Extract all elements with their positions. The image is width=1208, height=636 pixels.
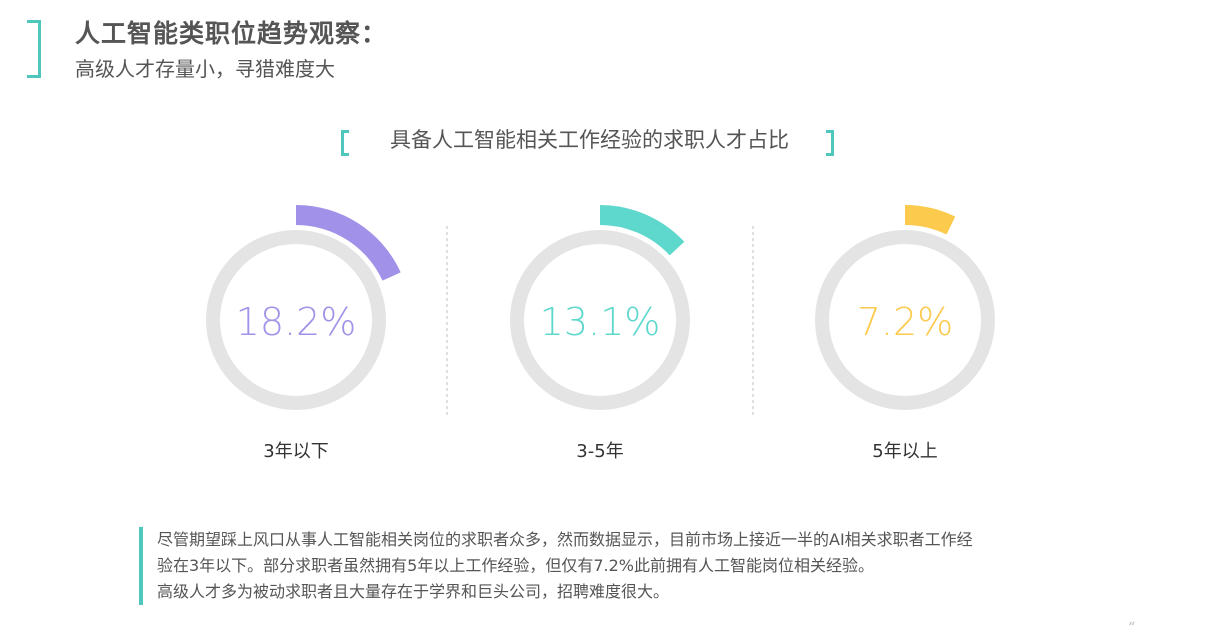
donut-track-2 <box>510 230 690 410</box>
category-label-2: 3-5年 <box>576 441 624 462</box>
donut-value-segment-3 <box>905 205 956 235</box>
donut-track-1 <box>206 230 386 410</box>
right-bracket-icon <box>826 130 834 156</box>
category-label-3: 5年以上 <box>872 441 938 462</box>
note-line-2: 验在3年以下。部分求职者虽然拥有5年以上工作经验，但仅有7.2%此前拥有人工智能… <box>157 556 875 575</box>
quote-mark-icon: “ <box>1128 620 1136 636</box>
chart-title: 具备人工智能相关工作经验的求职人才占比 <box>390 128 789 152</box>
left-bracket-icon <box>341 130 349 156</box>
page-title: 人工智能类职位趋势观察： <box>75 19 388 48</box>
donut-track-3 <box>815 230 995 410</box>
header-bracket-icon <box>27 20 41 78</box>
percent-label-3: 7.2% <box>856 300 954 344</box>
category-label-1: 3年以下 <box>263 441 329 462</box>
donut-value-segment-1 <box>296 205 401 281</box>
percent-label-1: 18.2% <box>235 300 357 344</box>
percent-label-2: 13.1% <box>539 300 661 344</box>
note-line-3: 高级人才多为被动求职者且大量存在于学界和巨头公司，招聘难度很大。 <box>157 582 670 601</box>
page-subtitle: 高级人才存量小，寻猎难度大 <box>75 57 335 81</box>
chart-title-group: 具备人工智能相关工作经验的求职人才占比 <box>0 122 1208 158</box>
donut-value-segment-2 <box>600 205 685 256</box>
summary-note: 尽管期望踩上风口从事人工智能相关岗位的求职者众多，然而数据显示，目前市场上接近一… <box>139 527 1097 605</box>
note-line-1: 尽管期望踩上风口从事人工智能相关岗位的求职者众多，然而数据显示，目前市场上接近一… <box>157 530 973 549</box>
